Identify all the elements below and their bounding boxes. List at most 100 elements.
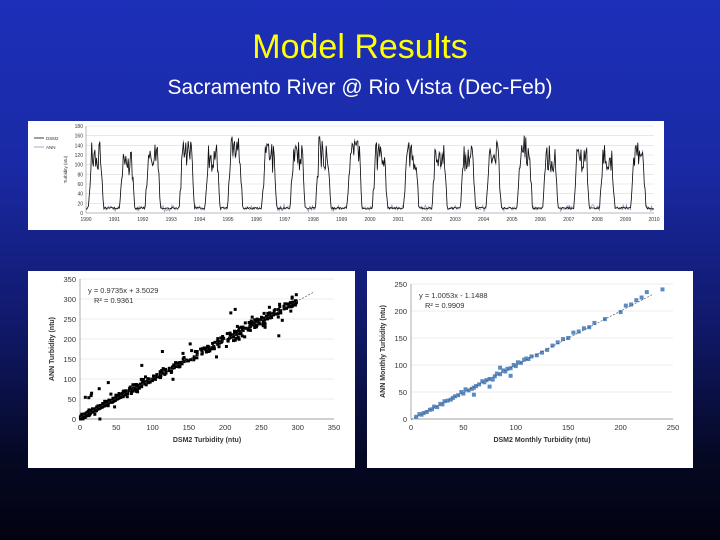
- sc1-point: [118, 392, 122, 396]
- sc1-point: [122, 393, 126, 397]
- sc2-x-tick-label: 0: [409, 423, 413, 432]
- sc1-point: [109, 392, 113, 396]
- sc2-x-tick-label: 250: [667, 423, 680, 432]
- sc1-point: [221, 335, 225, 338]
- sc1-point: [145, 379, 149, 383]
- sc1-point: [135, 383, 139, 387]
- sc1-point: [83, 416, 87, 419]
- slide-title: Model Results: [252, 28, 468, 66]
- sc1-point: [290, 296, 294, 300]
- sc2-point: [414, 414, 419, 419]
- sc2-x-axis-label: DSM2 Monthly Turbidity (ntu): [493, 437, 590, 444]
- sc1-point: [84, 413, 88, 417]
- ts-x-tick-label: 2005: [506, 217, 517, 223]
- sc1-x-tick-label: 50: [112, 423, 120, 432]
- sc1-point: [106, 401, 110, 405]
- sc1-point: [273, 308, 277, 312]
- sc2-point: [471, 385, 476, 390]
- sc1-point: [159, 373, 163, 377]
- sc2-point: [660, 287, 665, 292]
- ts-series-ann-line: [85, 135, 655, 213]
- sc1-point: [266, 311, 270, 315]
- sc1-point: [134, 386, 138, 390]
- sc1-point: [284, 306, 288, 310]
- sc1-point: [279, 311, 283, 315]
- sc1-point: [243, 326, 247, 330]
- sc1-point: [290, 304, 294, 308]
- ts-x-tick-label: 2000: [364, 217, 375, 223]
- sc1-point: [232, 339, 235, 343]
- sc2-y-tick-label: 100: [394, 361, 407, 370]
- sc1-point: [96, 404, 100, 408]
- sc1-y-tick-label: 100: [63, 375, 76, 384]
- sc2-point: [639, 295, 644, 300]
- sc1-point: [93, 412, 97, 416]
- sc1-point: [272, 312, 276, 316]
- ts-x-tick-label: 1991: [109, 217, 120, 223]
- sc1-point: [235, 324, 239, 328]
- sc2-x-tick-label: 50: [459, 423, 467, 432]
- sc2-point: [480, 379, 485, 384]
- sc1-point: [188, 342, 192, 346]
- sc1-point: [225, 332, 229, 336]
- sc1-point: [114, 398, 118, 402]
- sc2-point: [440, 402, 445, 407]
- sc1-point: [146, 377, 150, 381]
- sc1-point: [125, 395, 129, 399]
- sc1-point: [195, 352, 199, 356]
- sc2-point: [505, 366, 510, 371]
- sc1-point: [217, 341, 221, 345]
- sc1-point: [228, 333, 232, 337]
- sc2-point: [438, 401, 443, 406]
- sc1-point: [189, 358, 193, 362]
- sc1-point: [233, 332, 236, 336]
- sc1-point: [228, 331, 232, 335]
- sc1-point: [248, 323, 252, 327]
- sc1-point: [101, 402, 105, 405]
- sc1-point: [213, 340, 217, 344]
- ts-x-tick-label: 1995: [222, 217, 233, 223]
- sc1-point: [106, 404, 110, 408]
- sc1-point: [178, 365, 182, 369]
- sc1-point: [255, 323, 259, 327]
- sc2-point: [432, 404, 437, 409]
- sc1-point: [164, 370, 168, 374]
- sc1-point: [232, 335, 235, 339]
- sc1-point: [217, 345, 221, 349]
- sc1-point: [268, 311, 272, 315]
- sc1-point: [80, 414, 84, 418]
- sc1-point: [278, 305, 282, 309]
- sc1-point: [233, 307, 237, 311]
- sc1-point: [206, 344, 210, 348]
- sc1-point: [245, 326, 249, 330]
- sc2-y-tick-label: 0: [403, 415, 407, 424]
- sc2-y-tick-label: 250: [394, 280, 407, 289]
- sc1-point: [253, 318, 257, 322]
- sc2-point: [435, 405, 440, 410]
- sc2-r2: R² = 0.9909: [425, 301, 464, 310]
- sc1-point: [253, 326, 257, 329]
- sc1-point: [115, 395, 119, 399]
- sc1-point: [178, 361, 182, 364]
- sc1-point: [294, 293, 298, 297]
- sc1-point: [158, 370, 162, 374]
- ts-y-tick-label: 100: [75, 163, 84, 169]
- sc2-x-tick-label: 200: [614, 423, 627, 432]
- sc2-point: [490, 377, 495, 382]
- sc1-point: [291, 302, 295, 306]
- sc1-x-tick-label: 100: [146, 423, 159, 432]
- sc1-point: [144, 375, 147, 379]
- sc2-point: [515, 360, 520, 365]
- ts-x-tick-label: 2008: [592, 217, 603, 223]
- sc2-point: [545, 347, 550, 352]
- ts-x-tick-label: 1994: [194, 217, 205, 223]
- sc1-point: [195, 356, 199, 360]
- sc1-point: [81, 417, 85, 421]
- sc1-point: [98, 417, 102, 421]
- sc1-point: [235, 330, 239, 333]
- sc1-y-tick-label: 200: [63, 335, 76, 344]
- sc1-point: [117, 395, 121, 399]
- sc1-point: [263, 321, 267, 325]
- sc1-x-tick-label: 300: [291, 423, 304, 432]
- sc1-point: [280, 318, 284, 322]
